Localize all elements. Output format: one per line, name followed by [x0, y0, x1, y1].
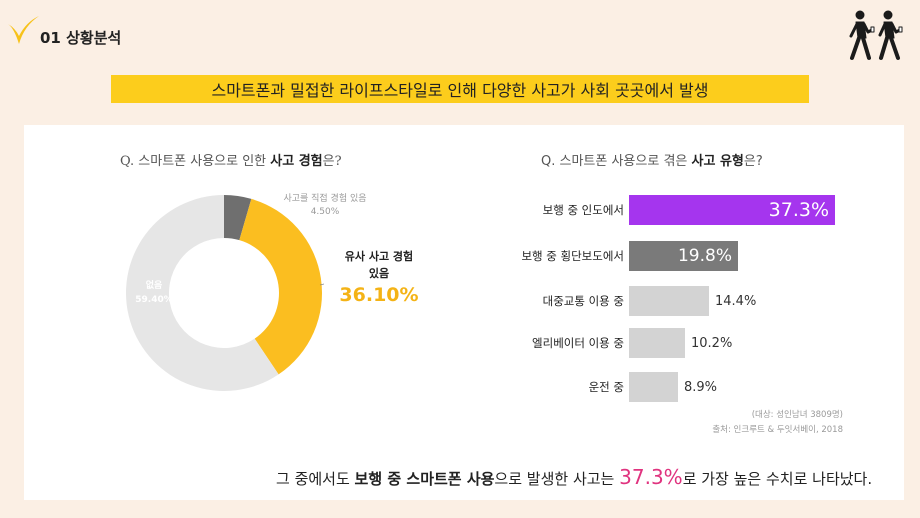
label-direct-experience: 사고를 직접 경험 있음 4.50%	[283, 194, 367, 218]
bar	[629, 328, 685, 358]
headline-banner: 스마트폰과 밀접한 라이프스타일로 인해 다양한 사고가 사회 곳곳에서 발생	[111, 75, 809, 103]
bar	[629, 241, 738, 271]
bar-value-label: 19.8%	[677, 246, 732, 266]
bar-category-label: 보행 중 횡단보도에서	[521, 249, 624, 263]
survey-target-note: (대상: 성인남녀 3809명)	[751, 410, 843, 420]
donut-slice-similar	[239, 198, 322, 375]
section-title: 01 상황분석	[40, 29, 122, 47]
bar-question: Q. 스마트폰 사용으로 겪은 사고 유형은?	[541, 154, 763, 169]
label-no-experience: 없음 59.40%	[135, 281, 173, 305]
section-header: 01 상황분석	[6, 10, 121, 50]
check-icon	[8, 16, 39, 44]
bar-row: 보행 중 횡단보도에서 19.8%	[484, 241, 904, 271]
bar-value-label: 37.3%	[768, 199, 829, 221]
bar-row: 엘리베이터 이용 중 10.2%	[484, 328, 904, 358]
bar-category-label: 보행 중 인도에서	[542, 203, 624, 217]
conclusion-text: 그 중에서도 보행 중 스마트폰 사용으로 발생한 사고는 37.3%로 가장 …	[276, 465, 873, 489]
bar	[629, 286, 709, 316]
bar-row: 보행 중 인도에서 37.3%	[484, 195, 904, 225]
donut-chart	[125, 195, 324, 391]
bar-value-label: 14.4%	[715, 294, 757, 309]
bar-value-label: 8.9%	[684, 380, 718, 395]
bar	[629, 195, 835, 225]
donut-slice-direct	[224, 195, 252, 241]
donut-slice-none	[125, 195, 279, 391]
bar-category-label: 대중교통 이용 중	[542, 294, 624, 308]
content-panel: Q. 스마트폰 사용으로 인한 사고 경험은? 사고를 직접 경험 있음 4.5…	[24, 125, 904, 500]
bar-row: 운전 중 8.9%	[484, 372, 904, 402]
bar-category-label: 엘리베이터 이용 중	[532, 336, 624, 350]
bar-row: 대중교통 이용 중 14.4%	[484, 286, 904, 316]
donut-question: Q. 스마트폰 사용으로 인한 사고 경험은?	[120, 154, 342, 169]
source-note: 출처: 인크루트 & 두잇서베이, 2018	[712, 425, 843, 435]
label-similar-experience: 유사 사고 경험 있음 36.10%	[339, 250, 419, 307]
bar-category-label: 운전 중	[588, 380, 624, 394]
bar-value-label: 10.2%	[691, 336, 733, 351]
walking-people-icon	[849, 10, 903, 60]
bar	[629, 372, 678, 402]
